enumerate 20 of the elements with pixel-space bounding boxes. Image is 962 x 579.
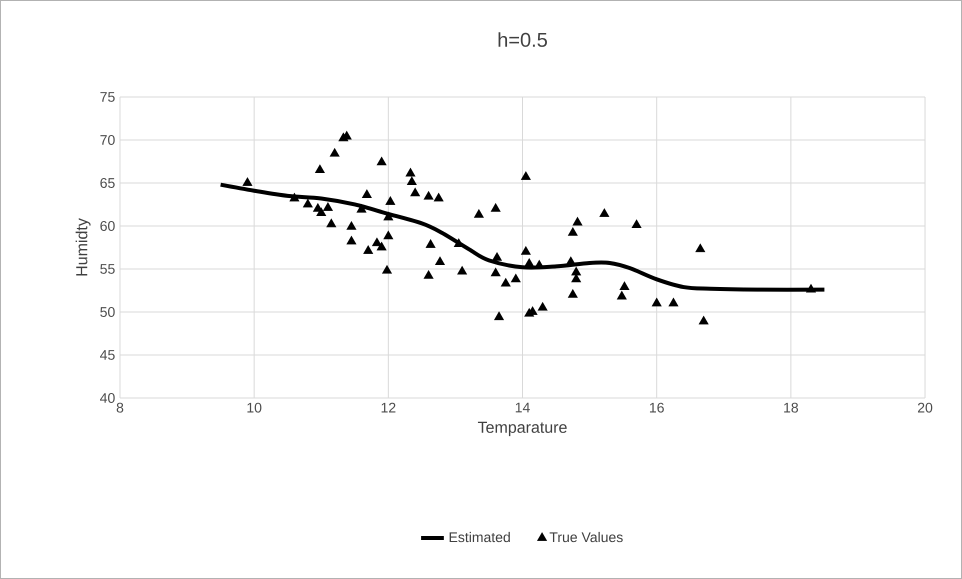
x-tick-label: 14 [516,402,530,412]
x-tick-label: 20 [918,402,932,413]
legend-label: True Values [550,532,623,542]
y-axis-title: Humidty [76,218,91,276]
y-tick-label: 65 [100,178,115,188]
x-axis-title: Temparature [478,422,567,436]
y-tick-label: 40 [100,393,115,403]
y-tick-label: 70 [100,135,115,145]
y-tick-label: 50 [100,307,115,317]
y-tick-label: 55 [100,264,115,274]
y-tick-label: 75 [100,92,115,102]
legend-label: Estimated [450,532,510,542]
chart-title: h=0.5 [498,32,547,47]
x-tick-label: 12 [382,402,396,412]
y-tick-label: 60 [100,221,115,231]
x-tick-label: 10 [247,402,262,413]
x-tick-label: 18 [784,402,798,413]
x-tick-label: 8 [116,402,124,413]
x-tick-label: 16 [650,402,664,413]
y-tick-label: 45 [100,350,115,360]
